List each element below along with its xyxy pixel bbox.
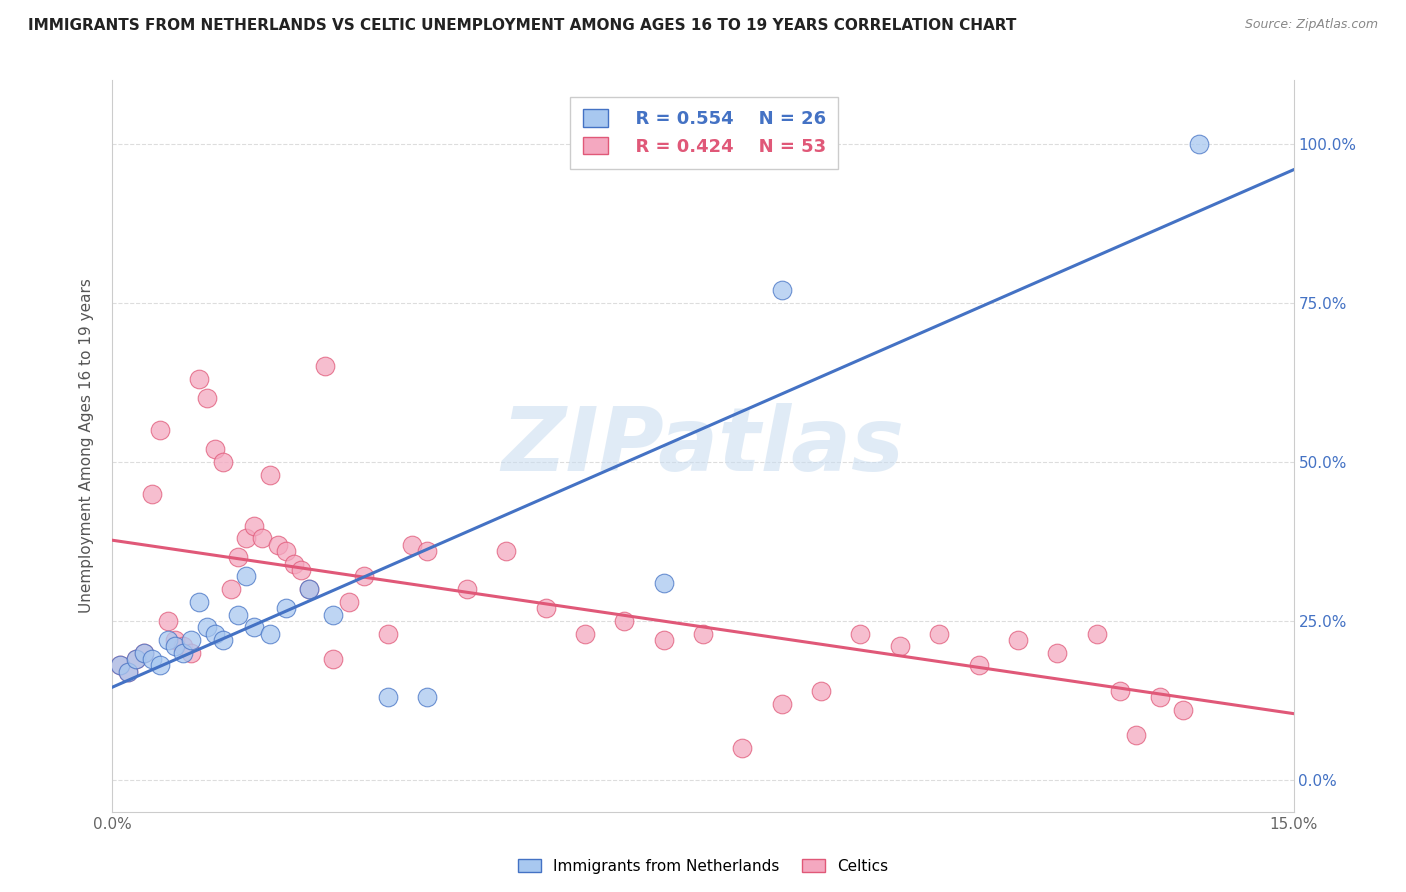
Point — [195, 620, 218, 634]
Point — [117, 665, 139, 679]
Point — [219, 582, 242, 596]
Point — [314, 359, 336, 374]
Point — [416, 690, 439, 705]
Point — [132, 646, 155, 660]
Point — [250, 531, 273, 545]
Point — [456, 582, 478, 596]
Point — [188, 595, 211, 609]
Point — [180, 632, 202, 647]
Point — [149, 658, 172, 673]
Point — [274, 544, 297, 558]
Point — [141, 652, 163, 666]
Point — [967, 658, 990, 673]
Y-axis label: Unemployment Among Ages 16 to 19 years: Unemployment Among Ages 16 to 19 years — [79, 278, 94, 614]
Point — [211, 455, 233, 469]
Point — [243, 620, 266, 634]
Point — [204, 626, 226, 640]
Point — [810, 684, 832, 698]
Point — [132, 646, 155, 660]
Point — [195, 392, 218, 406]
Point — [290, 563, 312, 577]
Point — [156, 614, 179, 628]
Point — [125, 652, 148, 666]
Point — [172, 640, 194, 654]
Point — [180, 646, 202, 660]
Point — [243, 518, 266, 533]
Point — [211, 632, 233, 647]
Point — [1188, 136, 1211, 151]
Point — [228, 607, 250, 622]
Point — [204, 442, 226, 457]
Point — [928, 626, 950, 640]
Point — [1046, 646, 1069, 660]
Point — [613, 614, 636, 628]
Point — [1173, 703, 1195, 717]
Point — [228, 550, 250, 565]
Point — [165, 640, 187, 654]
Legend:   R = 0.554    N = 26,   R = 0.424    N = 53: R = 0.554 N = 26, R = 0.424 N = 53 — [571, 96, 838, 169]
Point — [267, 538, 290, 552]
Point — [156, 632, 179, 647]
Point — [1085, 626, 1108, 640]
Point — [337, 595, 360, 609]
Point — [889, 640, 911, 654]
Point — [298, 582, 321, 596]
Point — [770, 697, 793, 711]
Point — [534, 601, 557, 615]
Point — [377, 690, 399, 705]
Point — [149, 423, 172, 437]
Point — [110, 658, 132, 673]
Point — [1007, 632, 1029, 647]
Point — [1149, 690, 1171, 705]
Point — [125, 652, 148, 666]
Point — [322, 607, 344, 622]
Point — [731, 741, 754, 756]
Point — [259, 467, 281, 482]
Point — [652, 575, 675, 590]
Point — [322, 652, 344, 666]
Point — [652, 632, 675, 647]
Text: ZIPatlas: ZIPatlas — [502, 402, 904, 490]
Point — [1109, 684, 1132, 698]
Point — [117, 665, 139, 679]
Point — [416, 544, 439, 558]
Point — [141, 486, 163, 500]
Point — [235, 531, 257, 545]
Point — [172, 646, 194, 660]
Point — [235, 569, 257, 583]
Point — [188, 372, 211, 386]
Point — [110, 658, 132, 673]
Point — [259, 626, 281, 640]
Legend: Immigrants from Netherlands, Celtics: Immigrants from Netherlands, Celtics — [512, 853, 894, 880]
Text: Source: ZipAtlas.com: Source: ZipAtlas.com — [1244, 18, 1378, 31]
Text: IMMIGRANTS FROM NETHERLANDS VS CELTIC UNEMPLOYMENT AMONG AGES 16 TO 19 YEARS COR: IMMIGRANTS FROM NETHERLANDS VS CELTIC UN… — [28, 18, 1017, 33]
Point — [849, 626, 872, 640]
Point — [298, 582, 321, 596]
Point — [692, 626, 714, 640]
Point — [495, 544, 517, 558]
Point — [574, 626, 596, 640]
Point — [274, 601, 297, 615]
Point — [165, 632, 187, 647]
Point — [353, 569, 375, 583]
Point — [401, 538, 423, 552]
Point — [1125, 728, 1147, 742]
Point — [377, 626, 399, 640]
Point — [770, 283, 793, 297]
Point — [283, 557, 305, 571]
